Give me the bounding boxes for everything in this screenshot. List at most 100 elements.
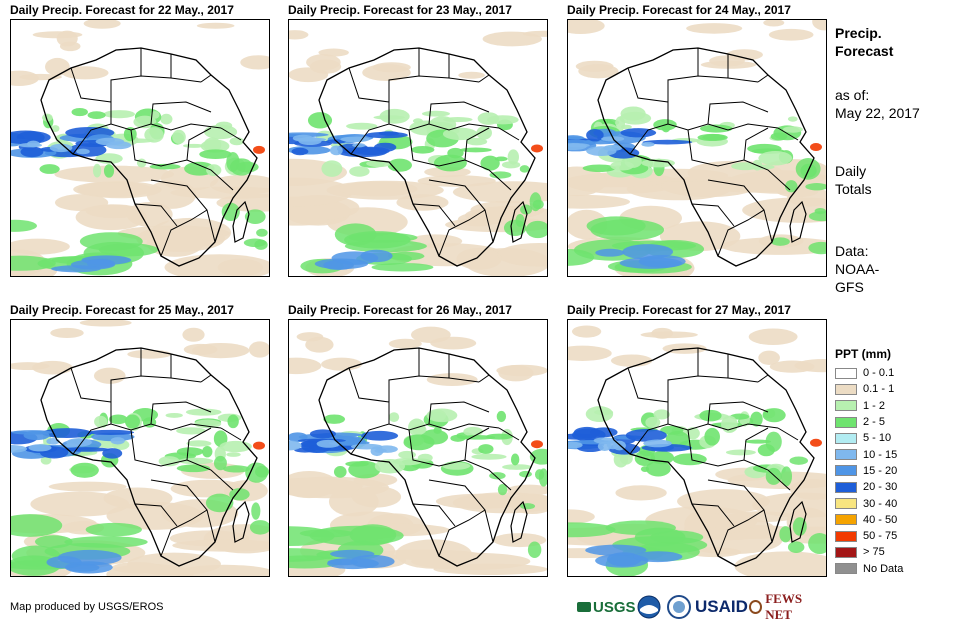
legend-item: 1 - 2: [835, 398, 955, 414]
precip-area: [502, 464, 532, 470]
precip-area: [349, 166, 370, 177]
precip-area: [447, 147, 464, 159]
country-border: [743, 127, 769, 161]
country-border: [348, 67, 390, 103]
precip-area: [71, 107, 88, 117]
precip-area: [296, 332, 324, 342]
madagascar-outline: [232, 200, 250, 243]
precip-map: [288, 19, 548, 277]
country-border: [408, 429, 512, 491]
precip-area: [426, 373, 478, 387]
precip-area: [765, 431, 782, 452]
precip-area: [94, 415, 108, 428]
precip-area: [568, 441, 583, 449]
precip-area: [200, 139, 230, 153]
legend-label: 50 - 75: [863, 530, 898, 543]
precip-area: [371, 262, 434, 272]
forecast-panel-1: Daily Precip. Forecast for 22 May., 2017: [10, 2, 270, 277]
country-border: [350, 423, 500, 455]
as-of: as of: May 22, 2017: [835, 86, 920, 122]
precip-area: [625, 428, 667, 442]
legend-item: 0.1 - 1: [835, 381, 955, 397]
precip-area: [642, 139, 693, 145]
precip-area: [329, 145, 343, 156]
precip-area: [487, 115, 519, 125]
precip-area: [127, 349, 172, 359]
precip-area: [430, 336, 477, 350]
precip-area: [686, 23, 743, 34]
doi-seal-logo: [667, 593, 691, 621]
legend-swatch: [835, 449, 857, 461]
precip-area: [748, 328, 798, 346]
precip-area: [529, 192, 542, 212]
country-border: [200, 74, 212, 83]
precip-area: [568, 20, 605, 34]
precip-area: [744, 439, 771, 444]
precip-area: [610, 161, 634, 171]
precip-area: [787, 116, 798, 122]
panel-title: Daily Precip. Forecast for 23 May., 2017: [288, 3, 512, 17]
precip-area: [111, 562, 163, 574]
country-border: [160, 209, 208, 257]
country-border: [757, 74, 769, 83]
precip-area: [222, 465, 250, 473]
precip-area: [136, 158, 147, 168]
precip-area: [808, 211, 826, 222]
precip-area: [456, 247, 502, 270]
legend: PPT (mm) 0 - 0.1 0.1 - 1 1 - 2 2 - 5 5 - 10 1…: [835, 347, 955, 577]
precip-area: [298, 136, 322, 146]
precip-area: [779, 526, 792, 543]
legend-item: 15 - 20: [835, 463, 955, 479]
precip-area: [787, 541, 805, 553]
precip-area: [498, 364, 534, 382]
legend-item: 20 - 30: [835, 479, 955, 495]
legend-item: 5 - 10: [835, 430, 955, 446]
precip-area: [582, 164, 616, 172]
precip-area: [289, 440, 302, 451]
logo-strip: USGS USAID FEWS NET: [577, 591, 827, 622]
precip-area: [133, 115, 157, 129]
precip-area: [351, 486, 402, 508]
precip-area: [568, 142, 587, 151]
precip-area: [49, 143, 73, 153]
precip-area: [725, 449, 756, 456]
precip-area: [158, 456, 180, 467]
precip-area: [329, 549, 375, 559]
forecast-panel-4: Daily Precip. Forecast for 25 May., 2017: [10, 302, 270, 577]
country-border: [707, 401, 769, 425]
precip-area: [54, 165, 175, 183]
precip-area: [186, 440, 212, 447]
country-border: [70, 367, 112, 403]
country-border: [200, 374, 212, 383]
precip-area: [289, 30, 309, 40]
country-border: [498, 127, 520, 141]
precip-area: [309, 429, 337, 439]
precip-area: [48, 481, 127, 492]
precip-area: [108, 414, 128, 425]
madagascar-outline: [789, 500, 807, 543]
precip-area: [568, 509, 595, 525]
precip-area: [56, 30, 78, 47]
precip-area: [76, 148, 90, 155]
fewsnet-globe-icon: [749, 600, 763, 614]
country-border: [498, 427, 520, 441]
country-border: [478, 74, 490, 83]
precip-area: [593, 437, 617, 444]
precip-area: [497, 483, 508, 496]
precip-area: [601, 136, 625, 142]
legend-label: > 75: [863, 546, 885, 559]
precip-area: [597, 441, 612, 451]
country-border: [160, 509, 208, 557]
precip-area: [243, 238, 267, 248]
precip-area: [164, 254, 269, 276]
country-border: [150, 479, 216, 543]
precip-area: [124, 414, 141, 429]
madagascar-outline: [232, 500, 250, 543]
precip-area: [758, 350, 780, 365]
country-border: [438, 509, 486, 557]
usaid-logo-text: USAID: [695, 597, 748, 616]
country-border: [707, 101, 769, 125]
precip-area: [323, 260, 354, 271]
precip-area: [191, 342, 250, 359]
precip-area: [699, 409, 722, 422]
